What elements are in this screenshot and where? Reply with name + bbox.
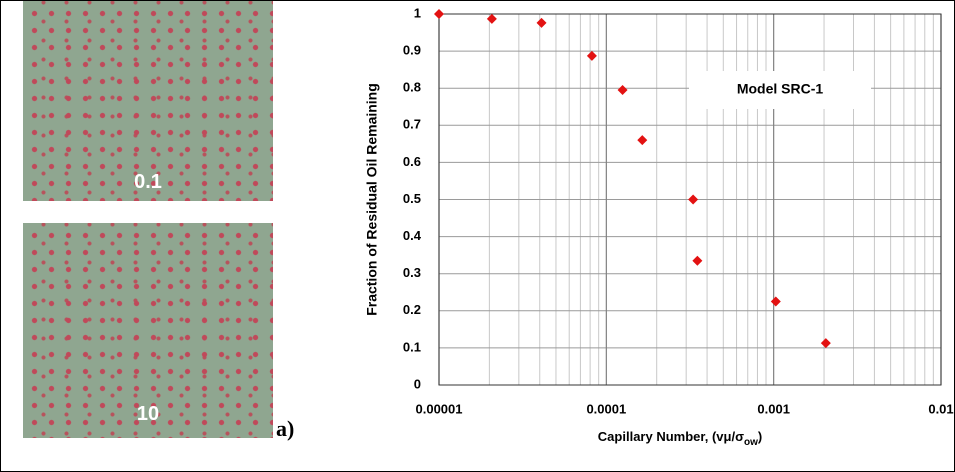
y-tick-label: 0.7 [403, 117, 421, 132]
y-tick-label: 0.9 [403, 43, 421, 58]
y-tick-label: 0.5 [403, 191, 421, 206]
micromodel-image: 10 [23, 223, 273, 438]
data-point [536, 17, 547, 28]
y-axis-label: Fraction of Residual Oil Remaining [364, 83, 380, 316]
data-point [434, 9, 444, 19]
x-tick-label: 0.001 [757, 401, 790, 416]
x-axis-label-subscript: ow [744, 437, 758, 448]
plot-frame [438, 13, 942, 386]
panel-label: a) [276, 416, 295, 441]
y-tick-label: 0.1 [403, 339, 421, 354]
y-tick-label: 0.4 [403, 228, 422, 243]
y-tick-label: 0.3 [403, 265, 421, 280]
y-tick-label: 0.2 [403, 302, 421, 317]
x-tick-label: 0.0001 [586, 401, 626, 416]
y-tick-label: 1 [414, 5, 421, 20]
x-tick-label: 0.00001 [416, 401, 463, 416]
annotation: Model SRC-1 [737, 81, 824, 97]
y-tick-label: 0.6 [403, 154, 421, 169]
y-tick-label: 0.8 [403, 80, 421, 95]
data-point [688, 194, 699, 205]
image-label: 10 [136, 403, 160, 425]
data-point [637, 135, 648, 146]
x-axis-label-suffix: ) [758, 429, 762, 444]
data-point [486, 13, 497, 24]
data-point [617, 85, 628, 96]
micromodel-image: 0.1 [23, 1, 273, 201]
x-axis-label: Capillary Number, (vμ/σow) [598, 429, 762, 447]
data-point [586, 50, 597, 61]
annotation-box [689, 71, 871, 109]
data-point [820, 338, 831, 349]
image-label: 0.1 [134, 171, 162, 193]
x-tick-label: 0.01 [928, 401, 953, 416]
data-point [692, 255, 703, 266]
data-point [770, 296, 781, 307]
y-tick-label: 0 [414, 376, 421, 391]
x-axis-label-text: Capillary Number, (vμ/σ [598, 429, 744, 444]
